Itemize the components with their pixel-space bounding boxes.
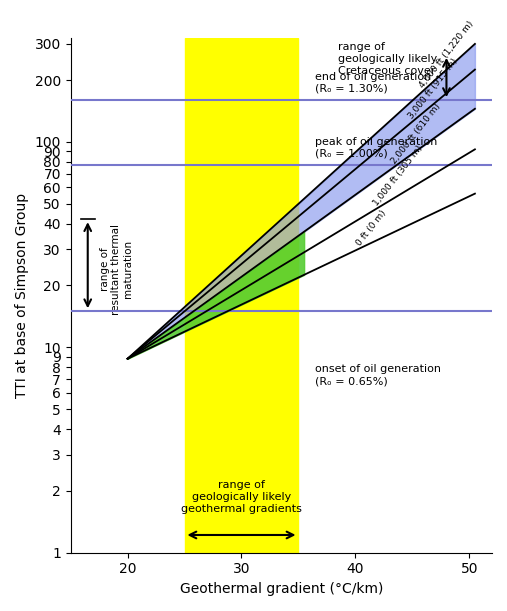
Text: peak of oil generation
(Rₒ = 1.00%): peak of oil generation (Rₒ = 1.00%) [315,137,438,158]
Bar [185,38,299,553]
Text: 1,000 ft (305 m): 1,000 ft (305 m) [372,143,424,207]
Text: onset of oil generation
(Rₒ = 0.65%): onset of oil generation (Rₒ = 0.65%) [315,365,442,386]
Y-axis label: TTI at base of Simpson Group: TTI at base of Simpson Group [15,193,29,398]
X-axis label: Geothermal gradient (°C/km): Geothermal gradient (°C/km) [179,582,383,596]
Text: end of oil generation
(Rₒ = 1.30%): end of oil generation (Rₒ = 1.30%) [315,71,432,93]
Text: range of
geologically likely
geothermal gradients: range of geologically likely geothermal … [181,480,302,514]
Text: range of
geologically likely
Cretaceous cover: range of geologically likely Cretaceous … [338,42,438,76]
Text: 2,000 ft (610 m): 2,000 ft (610 m) [389,101,442,166]
Text: 4,000 ft (1,220 m): 4,000 ft (1,220 m) [417,20,475,90]
Text: range of
resultant thermal
maturation: range of resultant thermal maturation [99,224,133,315]
Text: 0 ft (0 m): 0 ft (0 m) [354,208,388,247]
Text: 3,000 ft (915 m): 3,000 ft (915 m) [407,56,459,120]
